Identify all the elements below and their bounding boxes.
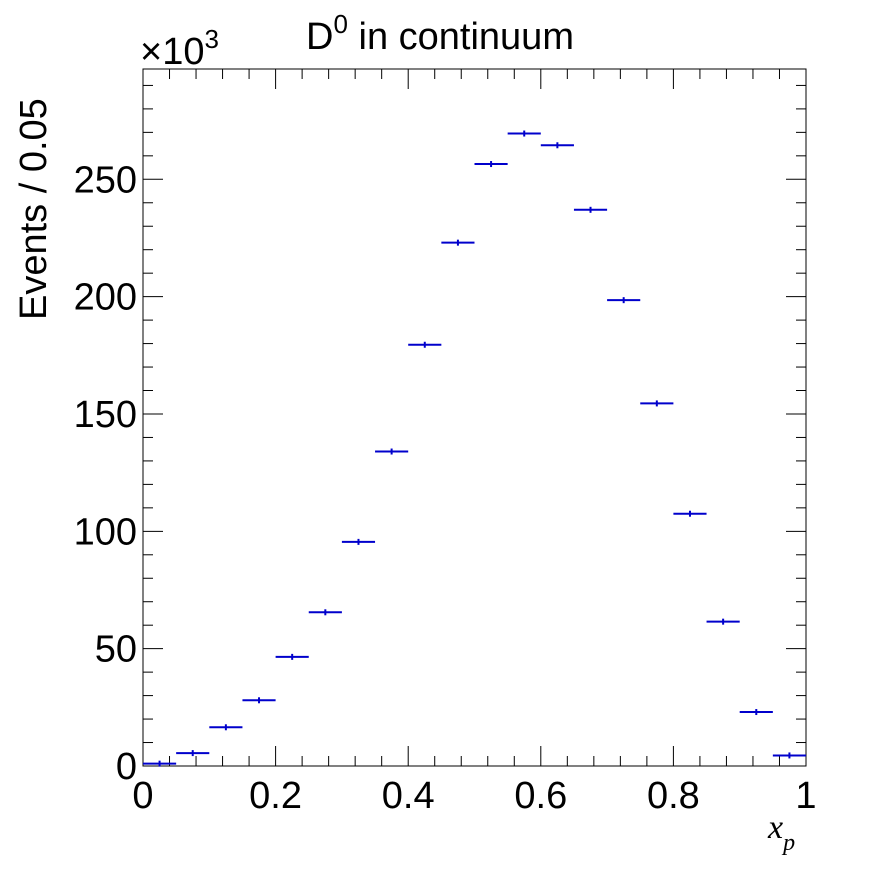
title-main: D <box>306 16 333 58</box>
x-tick-label: 0 <box>132 775 153 817</box>
data-point <box>507 130 541 137</box>
x-tick-label: 0.6 <box>514 775 567 817</box>
data-points <box>143 130 806 767</box>
data-point <box>341 538 376 545</box>
x-tick-labels: 0 0.2 0.4 0.6 0.8 1 <box>132 775 816 817</box>
y-multiplier: ×103 <box>140 24 219 73</box>
y-tick-label: 150 <box>74 394 137 436</box>
y-multiplier-main: ×10 <box>140 31 204 73</box>
y-tick-labels: 0 50 100 150 200 250 <box>74 159 137 788</box>
data-point <box>706 618 740 625</box>
data-point <box>474 161 508 168</box>
data-point <box>275 653 309 660</box>
data-point <box>640 400 674 407</box>
data-point <box>441 239 475 246</box>
data-point <box>772 752 806 759</box>
x-tick-label: 0.2 <box>249 775 302 817</box>
y-tick-label: 250 <box>74 159 137 201</box>
data-point <box>607 297 641 304</box>
data-point <box>209 724 243 731</box>
y-multiplier-superscript: 3 <box>204 24 218 54</box>
data-point <box>308 609 342 616</box>
title-rest: in continuum <box>348 16 574 58</box>
data-point <box>143 760 177 767</box>
data-point <box>573 206 608 213</box>
x-label-subscript: p <box>781 830 795 856</box>
x-tick-label: 0.8 <box>647 775 700 817</box>
data-point <box>673 510 707 517</box>
y-axis-label: Events / 0.05 <box>13 98 55 320</box>
data-point <box>540 142 574 149</box>
data-point <box>242 697 276 704</box>
plot-frame <box>142 68 807 767</box>
x-axis-label: xp <box>767 809 795 856</box>
chart-title: D0 in continuum <box>306 9 574 58</box>
y-tick-label: 50 <box>95 629 137 671</box>
data-point <box>375 448 409 455</box>
y-tick-label: 0 <box>116 746 137 788</box>
data-point <box>408 341 442 348</box>
x-tick-label: 1 <box>795 775 816 817</box>
axis-ticks <box>142 69 807 767</box>
y-tick-label: 200 <box>74 277 137 319</box>
x-label-main: x <box>767 809 783 846</box>
data-point <box>176 750 210 757</box>
y-tick-label: 100 <box>74 511 137 553</box>
title-superscript: 0 <box>333 9 347 39</box>
data-point <box>739 709 773 716</box>
x-tick-label: 0.4 <box>382 775 435 817</box>
